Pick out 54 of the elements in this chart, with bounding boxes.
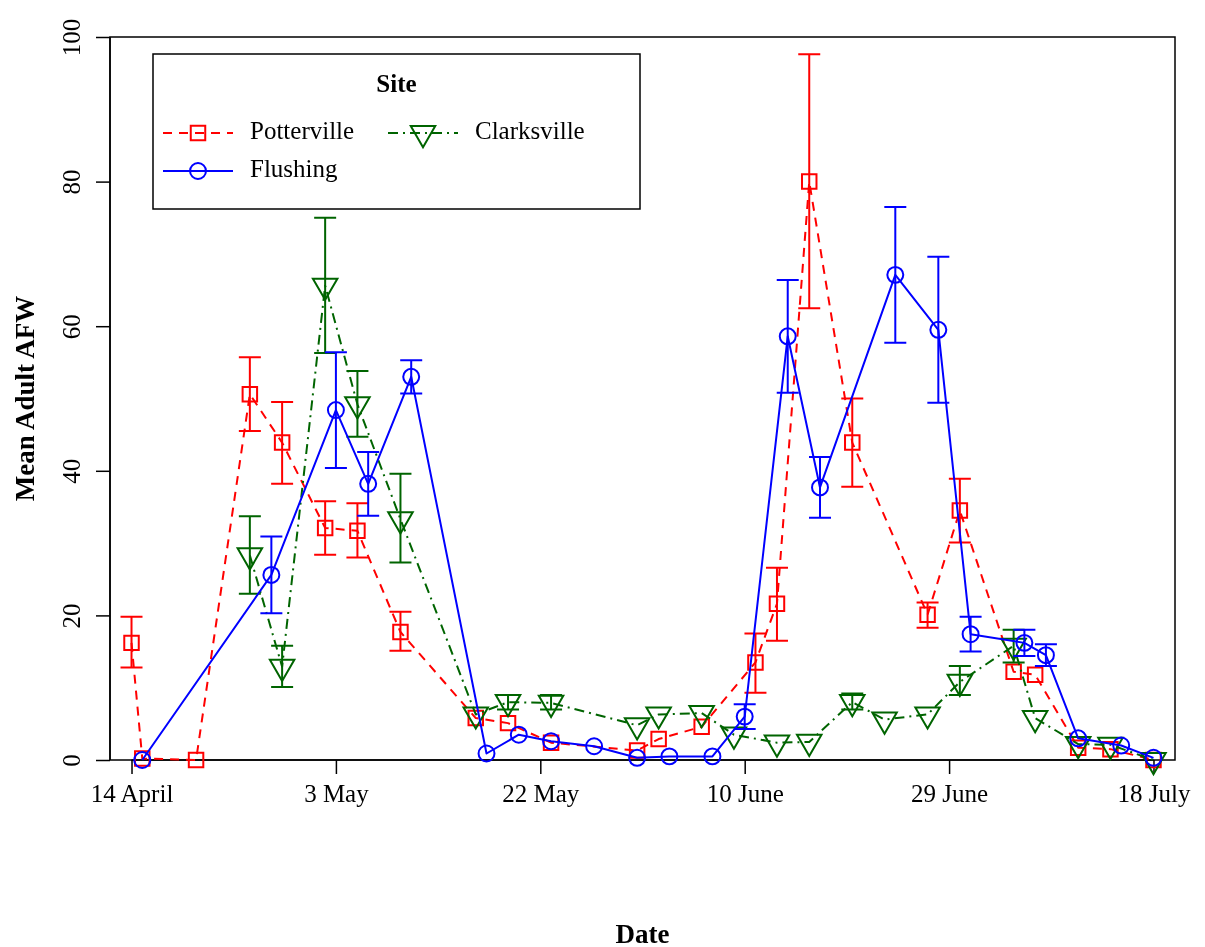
point [747, 654, 764, 671]
point [929, 320, 948, 339]
point [778, 327, 797, 346]
x-tick-label: 10 June [706, 779, 784, 807]
point [273, 434, 291, 451]
point [241, 385, 259, 403]
point [349, 522, 366, 540]
y-tick-label: 60 [57, 314, 85, 340]
point [262, 565, 281, 584]
point [316, 519, 334, 537]
point [844, 434, 861, 451]
point [359, 474, 378, 493]
point [1005, 663, 1022, 681]
point [187, 751, 205, 769]
x-tick-label: 3 May [304, 779, 370, 807]
y-tick-label: 80 [57, 169, 85, 195]
point [585, 737, 604, 756]
point [392, 623, 409, 641]
point [1015, 633, 1034, 652]
point [768, 595, 786, 613]
point [886, 265, 905, 284]
y-tick-label: 0 [57, 754, 85, 767]
point [693, 718, 710, 735]
point [477, 744, 496, 763]
point [1112, 736, 1131, 755]
point [650, 730, 667, 748]
point [660, 747, 679, 766]
x-tick-label: 22 May [502, 779, 580, 807]
point [961, 625, 980, 644]
point [1026, 666, 1044, 683]
x-tick-label: 14 April [90, 779, 174, 807]
legend-label: Potterville [250, 116, 355, 144]
point [326, 401, 345, 420]
y-tick-label: 40 [57, 458, 85, 484]
point [919, 606, 936, 623]
x-tick-label: 18 July [1117, 779, 1191, 807]
x-tick-label: 29 June [911, 779, 989, 807]
legend-label: Flushing [250, 154, 339, 182]
point [628, 742, 646, 759]
point [499, 714, 517, 732]
point [703, 747, 722, 766]
point [801, 173, 818, 190]
point [811, 478, 829, 497]
point [123, 634, 140, 652]
point [509, 725, 528, 744]
y-tick-label: 20 [57, 603, 85, 629]
legend-label: Clarksville [475, 116, 585, 144]
y-tick-label: 100 [57, 18, 85, 57]
y-axis-title: Mean Adult AFW [10, 295, 40, 502]
point [402, 367, 421, 386]
point [628, 748, 647, 767]
x-axis-title: Date [615, 919, 670, 947]
point [951, 502, 969, 519]
legend-title: Site [376, 70, 417, 97]
